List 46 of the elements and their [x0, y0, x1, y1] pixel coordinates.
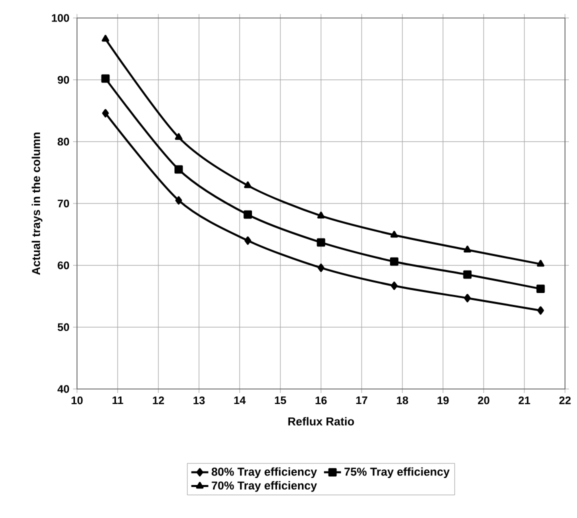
point [464, 246, 472, 252]
point [102, 34, 110, 42]
point [175, 196, 182, 205]
point [390, 257, 398, 266]
x-tick-label: 15 [274, 396, 286, 404]
x-tick-label: 12 [152, 396, 164, 404]
point [174, 133, 182, 140]
point [244, 181, 252, 188]
x-tick-label: 11 [112, 396, 124, 404]
point [102, 109, 109, 118]
point [390, 282, 398, 290]
x-tick-label: 16 [316, 396, 327, 404]
x-tick-label: 20 [478, 396, 490, 404]
y-tick-label: 40 [57, 385, 70, 393]
y-tick-label: 70 [58, 200, 70, 208]
point [318, 264, 324, 272]
point [463, 270, 472, 279]
x-tick-label: 14 [234, 396, 246, 404]
y-tick-label: 90 [58, 76, 70, 84]
y-axis-title: Actual trays in the column [32, 132, 42, 275]
x-tick-label: 19 [438, 396, 449, 404]
y-tick-label: 50 [58, 323, 70, 332]
x-tick-label: 21 [518, 396, 530, 404]
y-tick-label: 80 [58, 138, 70, 146]
x-tick-label: 17 [356, 396, 368, 404]
point [174, 165, 183, 174]
point [101, 74, 110, 83]
y-tick-label: 100 [52, 14, 70, 22]
point [390, 230, 398, 238]
point [316, 238, 326, 247]
x-tick-label: 22 [559, 396, 571, 404]
x-tick-label: 10 [72, 396, 83, 404]
point [244, 236, 252, 245]
point [536, 284, 545, 294]
point [464, 294, 471, 302]
point [537, 306, 544, 315]
point [536, 260, 544, 267]
point [317, 212, 325, 218]
x-tick-label: 13 [194, 396, 205, 404]
x-tick-label: 18 [396, 396, 408, 404]
legend-label: 75% Tray efficiency [344, 467, 450, 478]
x-axis-title: Reflux Ratio [288, 417, 354, 426]
y-tick-label: 60 [58, 261, 70, 270]
point [244, 210, 252, 219]
legend-label: 70% Tray efficiency [212, 481, 317, 492]
legend-label: 80% Tray efficiency [212, 467, 317, 478]
